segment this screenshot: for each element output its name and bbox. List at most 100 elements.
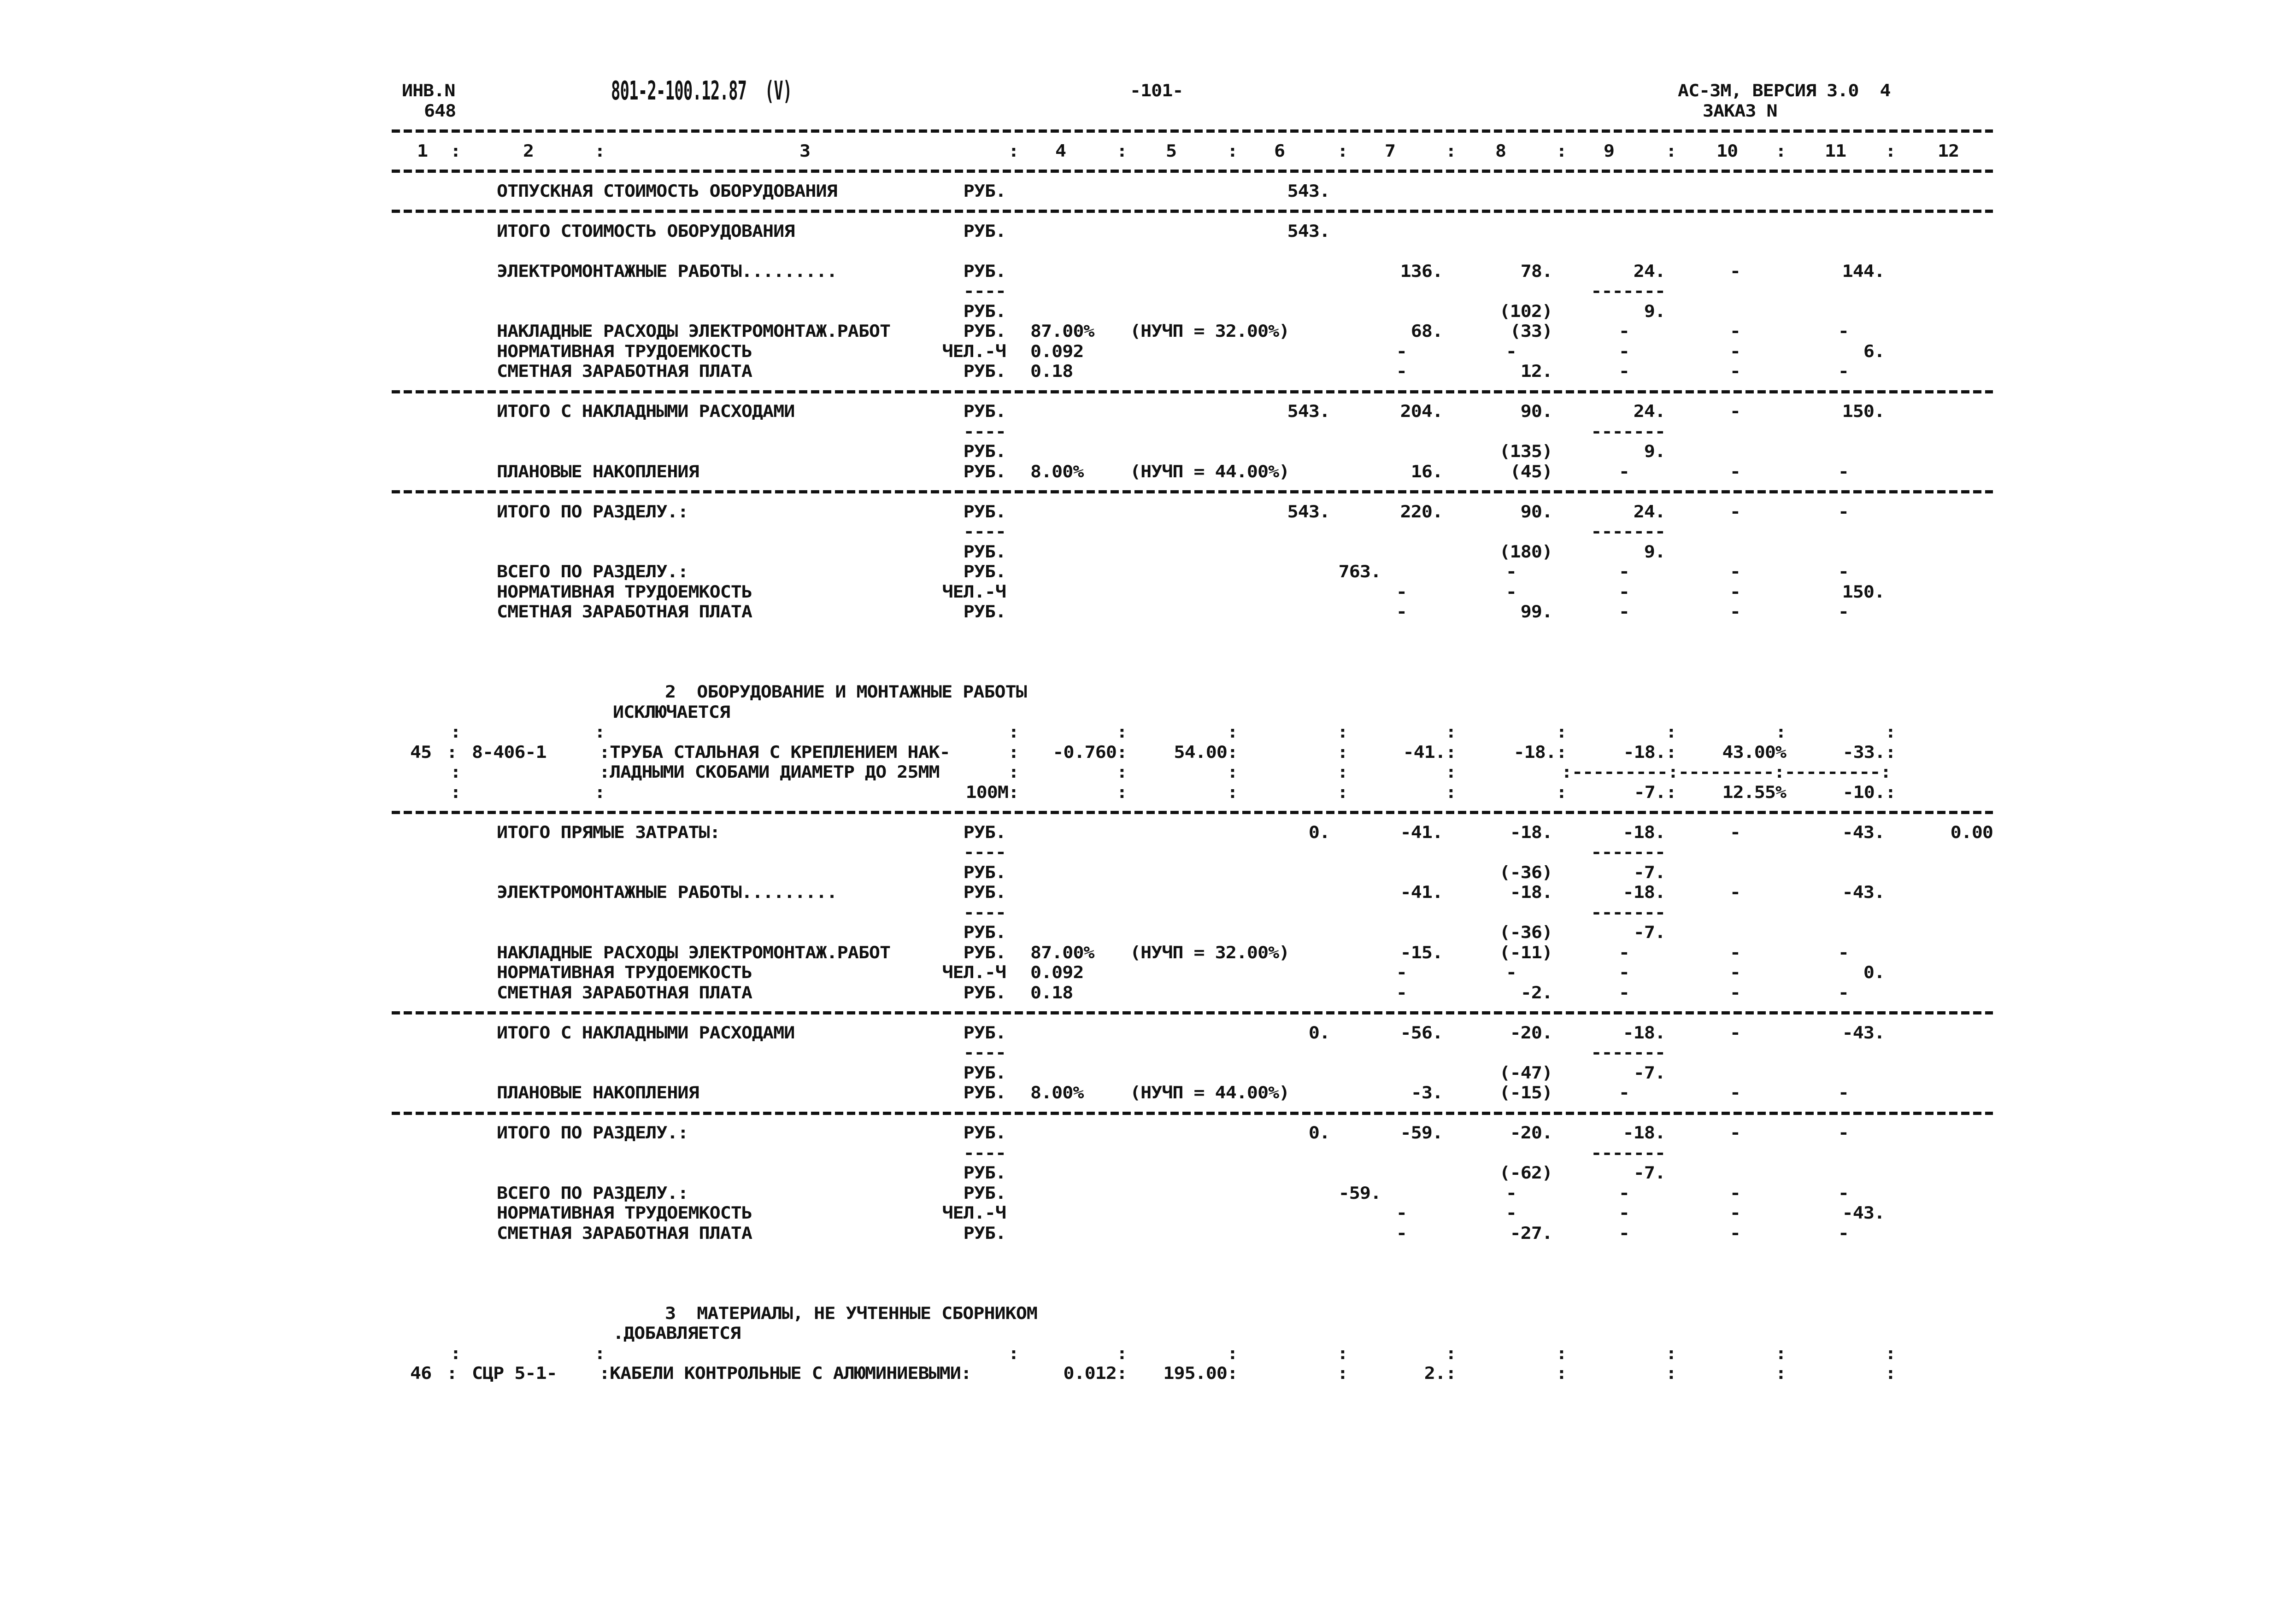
table-row: :: 100М:::::: -7.: 12.55% -10.:	[0, 783, 2292, 803]
col-9-cell: -	[1618, 321, 1630, 341]
separator-cell: :	[1445, 762, 1457, 782]
col-6b-cell: -59.	[1338, 1183, 1381, 1203]
col-4-cell: 0.18	[1030, 983, 1073, 1003]
col-11-cell: -43.	[1842, 1023, 1885, 1043]
row-label: ИТОГО СТОИМОСТЬ ОБОРУДОВАНИЯ	[497, 221, 795, 241]
col-9-cell: -	[1618, 582, 1630, 602]
dashed-line	[392, 170, 1993, 173]
col-7-cell: -	[1396, 983, 1407, 1003]
unit-cell: РУБ.	[963, 562, 1006, 582]
col-6-cell: 6	[1274, 141, 1285, 161]
table-row: ---- -------	[0, 843, 2292, 863]
col-10-cell: -	[1729, 983, 1741, 1003]
program-version: АС-3М, ВЕРСИЯ 3.0 4	[1678, 81, 1891, 101]
col-11-cell: 150.	[1842, 582, 1885, 602]
col-6-cell: 543.	[1287, 401, 1330, 422]
table-row: НОРМАТИВНАЯ ТРУДОЕМКОСТЬ ЧЕЛ.-Ч - - - - 150.	[0, 582, 2292, 603]
separator-cell: :	[1556, 782, 1567, 802]
blank-row	[0, 622, 2292, 643]
table-row: ИСКЛЮЧАЕТСЯ	[0, 703, 2292, 723]
separator-cell: 54.00:	[1174, 742, 1238, 762]
col-7-cell: -41.	[1400, 882, 1443, 903]
separator-cell: :	[1885, 1343, 1896, 1363]
col-9-cell: -7.	[1633, 1163, 1666, 1183]
table-row: ---- -------	[0, 522, 2292, 542]
separator-cell: -41.:	[1403, 742, 1457, 762]
rate-code: СЦР 5-1-	[472, 1363, 558, 1384]
col-9-cell: -18.	[1622, 1023, 1666, 1043]
unit-cell: РУБ.	[963, 361, 1006, 381]
row-label: СМЕТНАЯ ЗАРАБОТНАЯ ПЛАТА	[497, 602, 752, 622]
separator-cell: :	[1008, 722, 1019, 742]
table-row: РУБ. (135) 9.	[0, 442, 2292, 462]
dashed-line	[392, 490, 1993, 493]
col-11-cell: 150.	[1842, 401, 1885, 422]
col-10-cell: 10	[1716, 141, 1738, 161]
col-4-cell: 87.00%	[1030, 321, 1094, 341]
separator-cell: :	[1008, 762, 1019, 782]
row-label: НОРМАТИВНАЯ ТРУДОЕМКОСТЬ	[497, 1203, 752, 1223]
separator-cell: :	[450, 141, 461, 161]
col-4-cell: 4	[1055, 141, 1066, 161]
table-row: ЭЛЕКТРОМОНТАЖНЫЕ РАБОТЫ......... РУБ. 136.…	[0, 262, 2292, 282]
separator-cell: 195.00:	[1163, 1363, 1238, 1384]
table-row: СМЕТНАЯ ЗАРАБОТНАЯ ПЛАТА РУБ. 0.18 - -2. - - -	[0, 983, 2292, 1003]
row-label: СМЕТНАЯ ЗАРАБОТНАЯ ПЛАТА	[497, 983, 752, 1003]
unit-cell: РУБ.	[963, 882, 1006, 903]
row-label: НАКЛАДНЫЕ РАСХОДЫ ЭЛЕКТРОМОНТАЖ.РАБОТ	[497, 943, 891, 962]
separator-cell: 100М:	[965, 782, 1019, 802]
table-row: ИТОГО СТОИМОСТЬ ОБОРУДОВАНИЯ РУБ. 543.	[0, 222, 2292, 242]
col-7-cell: 204.	[1400, 401, 1443, 422]
col-10-cell: -	[1729, 962, 1741, 983]
blank-row	[0, 1243, 2292, 1264]
col-5n-cell: (НУЧП = 44.00%)	[1130, 462, 1290, 481]
col-9-cell: 9.	[1644, 542, 1666, 562]
table-row: ПЛАНОВЫЕ НАКОПЛЕНИЯ РУБ. 8.00% (НУЧП = 44.0…	[0, 1083, 2292, 1103]
separator-cell: :	[1775, 141, 1787, 161]
separator-cell: :	[1445, 141, 1457, 161]
col-7-cell: -41.	[1400, 822, 1443, 842]
document-code: 801-2-100.12.87 (V)	[611, 76, 792, 106]
col-7-cell: -3.	[1410, 1083, 1443, 1103]
table-row: РУБ. (-36) -7.	[0, 923, 2292, 943]
col-7-cell: -59.	[1400, 1123, 1443, 1143]
item-description: :ТРУБА СТАЛЬНАЯ С КРЕПЛЕНИЕМ НАК-	[599, 742, 951, 762]
col-9-cell: -	[1618, 1083, 1630, 1103]
separator-cell: :	[1337, 762, 1348, 782]
separator-cell: :	[1008, 141, 1019, 161]
col-8-cell: -20.	[1510, 1023, 1553, 1043]
col-7-cell: -	[1396, 602, 1407, 622]
col-8-cell: 8	[1495, 141, 1506, 161]
table-row: :::::::::::	[0, 1344, 2292, 1364]
separator-cell: :	[594, 722, 605, 742]
item-number: 45	[410, 742, 432, 762]
unit-cell: ЧЕЛ.-Ч	[942, 341, 1006, 361]
col-11-cell: 11	[1825, 141, 1846, 161]
col-11-cell: 0.	[1863, 962, 1885, 983]
col-8-cell: (-47)	[1499, 1063, 1553, 1083]
col-11-cell: -43.	[1842, 882, 1885, 903]
item-description: :КАБЕЛИ КОНТРОЛЬНЫЕ С АЛЮМИНИЕВЫМИ:	[599, 1363, 972, 1384]
row-label: СМЕТНАЯ ЗАРАБОТНАЯ ПЛАТА	[497, 361, 752, 381]
row-label: ИТОГО ПРЯМЫЕ ЗАТРАТЫ:	[497, 822, 721, 842]
col-4-cell: 0.092	[1030, 341, 1084, 361]
table-row: ::ЛАДНЫМИ СКОБАМИ ДИАМЕТР ДО 25ММ::::::-…	[0, 762, 2292, 783]
row-label: ЭЛЕКТРОМОНТАЖНЫЕ РАБОТЫ.........	[497, 261, 838, 281]
table-row: РУБ. (-36) -7.	[0, 863, 2292, 883]
unit-cell: РУБ.	[963, 602, 1006, 622]
col-9-cell: -	[1618, 1203, 1630, 1223]
col-8-cell: 99.	[1520, 602, 1553, 622]
separator-cell: :	[1008, 1343, 1019, 1363]
col-5-cell: 5	[1166, 141, 1177, 161]
table-row: 2 ОБОРУДОВАНИЕ И МОНТАЖНЫЕ РАБОТЫ	[0, 682, 2292, 703]
unit-cell: ЧЕЛ.-Ч	[942, 962, 1006, 983]
separator-cell: :	[594, 141, 605, 161]
col-8-cell: -18.	[1510, 882, 1553, 903]
column-divider-line: :---------:---------:---------:	[1561, 762, 1892, 782]
col-9-cell: -------	[1591, 522, 1666, 542]
col-9-cell: -------	[1591, 903, 1666, 922]
col-11-cell: -	[1838, 1123, 1849, 1143]
col-10-cell: -	[1729, 562, 1741, 582]
blank-row	[0, 1264, 2292, 1284]
separator-cell: :	[1556, 1363, 1567, 1384]
